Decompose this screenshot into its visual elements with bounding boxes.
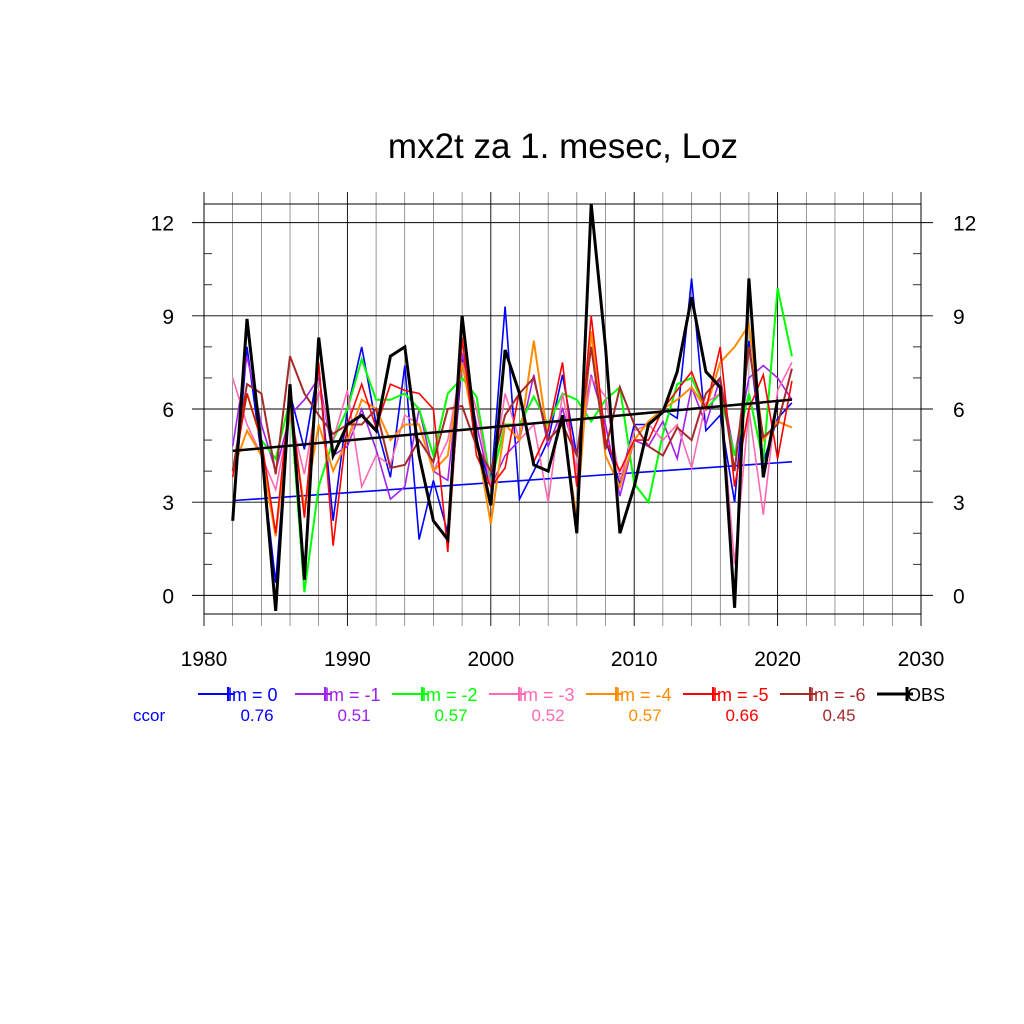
x-tick-label: 1990: [324, 648, 371, 671]
legend-entry-label: lm = -6: [810, 685, 866, 705]
grid-lines: [192, 192, 933, 626]
y-tick-label-left: 9: [162, 306, 174, 329]
axis-ticks: [204, 253, 921, 565]
y-tick-label-right: 3: [953, 492, 965, 515]
y-tick-label-right: 12: [953, 213, 976, 236]
series-line-lm-5: [231, 315, 793, 552]
ccor-value: 0.52: [531, 706, 565, 725]
ccor-value: 0.76: [240, 706, 274, 725]
y-tick-label-right: 0: [953, 585, 965, 608]
y-tick-label-right: 9: [953, 306, 965, 329]
series-line-lm-3: [231, 362, 793, 565]
ccor-value: 0.66: [725, 706, 759, 725]
plot-series-area: [231, 203, 793, 612]
y-tick-label-left: 0: [162, 585, 174, 608]
plot-frame: [203, 203, 922, 615]
x-tick-label: 2020: [754, 648, 801, 671]
y-tick-label-left: 6: [162, 399, 174, 422]
trend-line-lm-0: [232, 461, 792, 502]
tick-labels: 0 0 3 3 6 6 9 9 12 12 1980 1990 2000 2010 2020 2030: [151, 213, 977, 671]
legend-entry-label: lm = -5: [713, 685, 769, 705]
series-line-obs: [231, 203, 780, 612]
chart-title: mx2t za 1. mesec, Loz: [388, 127, 738, 166]
legend-entry-label: lm = -2: [422, 685, 478, 705]
x-tick-label: 2000: [467, 648, 514, 671]
x-tick-label: 2030: [898, 648, 945, 671]
legend-entry-label: lm = -4: [616, 685, 672, 705]
legend-entry-label: lm = -3: [519, 685, 575, 705]
trend-line-obs: [232, 398, 793, 453]
x-tick-label: 2010: [611, 648, 658, 671]
ccor-value: 0.57: [628, 706, 662, 725]
legend: lm = 0 lm = -1 lm = -2 lm = -3 lm = -4 lm = -…: [198, 685, 945, 705]
legend-entry-label: OBS: [907, 685, 945, 705]
ccor-value: 0.45: [822, 706, 856, 725]
y-tick-label-left: 12: [151, 213, 174, 236]
x-tick-label: 1980: [181, 648, 228, 671]
ccor-value: 0.57: [434, 706, 468, 725]
y-tick-label-left: 3: [162, 492, 174, 515]
ccor-label: ccor: [133, 706, 166, 725]
series-line-lm-6: [231, 346, 793, 475]
legend-entry-label: lm = 0: [228, 685, 278, 705]
y-tick-label-right: 6: [953, 399, 965, 422]
ccor-value: 0.51: [337, 706, 371, 725]
legend-entry-label: lm = -1: [325, 685, 381, 705]
